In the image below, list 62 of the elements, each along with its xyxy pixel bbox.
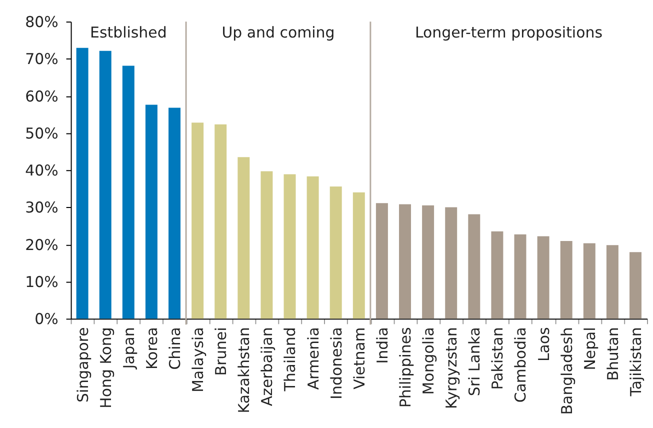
y-tick-label: 50% bbox=[25, 124, 58, 142]
bar bbox=[76, 48, 88, 319]
y-tick-label: 70% bbox=[25, 50, 58, 68]
x-tick-label: Cambodia bbox=[512, 327, 530, 403]
x-tick-label: Thailand bbox=[281, 327, 300, 392]
x-tick-label: Philippines bbox=[396, 326, 414, 408]
x-tick-label: Tajikistan bbox=[626, 327, 645, 398]
y-tick-label: 30% bbox=[25, 198, 58, 217]
x-tick-label: Indonesia bbox=[327, 327, 346, 400]
bar bbox=[606, 245, 618, 319]
bar bbox=[399, 204, 411, 319]
bar bbox=[168, 108, 180, 319]
annotation: Longer-term propositions bbox=[414, 24, 603, 42]
bar bbox=[192, 122, 204, 319]
bar bbox=[260, 171, 273, 319]
bar bbox=[445, 207, 458, 319]
bar bbox=[238, 157, 250, 319]
bar bbox=[330, 186, 342, 319]
y-tick-label: 80% bbox=[25, 13, 58, 32]
bar bbox=[468, 214, 480, 319]
bar bbox=[306, 176, 319, 319]
x-tick-label: Mongolia bbox=[420, 327, 438, 395]
x-tick-label: Bhutan bbox=[604, 327, 622, 381]
bar bbox=[630, 252, 642, 319]
annotation: Estblished bbox=[90, 24, 167, 42]
bar bbox=[583, 243, 596, 319]
x-tick-label: Azerbaijan bbox=[258, 327, 276, 406]
x-tick-label: Bangladesh bbox=[558, 327, 576, 415]
annotation: Up and coming bbox=[222, 24, 335, 42]
x-tick-label: Armenia bbox=[304, 327, 322, 390]
x-tick-label: Kyrgyzstan bbox=[442, 327, 461, 409]
bar bbox=[376, 203, 388, 319]
bar bbox=[537, 236, 550, 319]
y-tick-label: 60% bbox=[25, 87, 58, 106]
y-tick-label: 20% bbox=[25, 236, 58, 254]
y-tick-label: 0% bbox=[34, 310, 58, 328]
x-tick-label: Nepal bbox=[580, 327, 599, 370]
bar bbox=[214, 124, 227, 319]
x-tick-label: Sri Lanka bbox=[466, 327, 484, 396]
x-tick-label: Kazakhstan bbox=[235, 327, 254, 414]
bar bbox=[284, 174, 296, 319]
bar bbox=[352, 192, 365, 319]
bar bbox=[514, 234, 526, 319]
bar bbox=[560, 241, 572, 319]
x-tick-label: Pakistan bbox=[488, 327, 507, 390]
bar bbox=[422, 205, 434, 319]
x-tick-label: Hong Kong bbox=[96, 327, 115, 408]
y-tick-label: 40% bbox=[25, 162, 58, 180]
bar bbox=[99, 50, 112, 319]
x-tick-label: Vietnam bbox=[350, 327, 368, 390]
bar bbox=[122, 66, 134, 319]
x-tick-label: China bbox=[166, 327, 184, 370]
x-tick-label: Japan bbox=[120, 327, 138, 370]
x-tick-label: Malaysia bbox=[189, 327, 208, 392]
x-tick-label: India bbox=[373, 327, 392, 364]
bar bbox=[491, 231, 504, 319]
x-tick-label: Singapore bbox=[74, 327, 92, 402]
bar bbox=[145, 104, 158, 319]
y-tick-label: 10% bbox=[25, 273, 58, 292]
x-tick-label: Brunei bbox=[212, 327, 230, 376]
x-tick-label: Laos bbox=[534, 326, 553, 362]
x-tick-label: Korea bbox=[142, 327, 161, 370]
